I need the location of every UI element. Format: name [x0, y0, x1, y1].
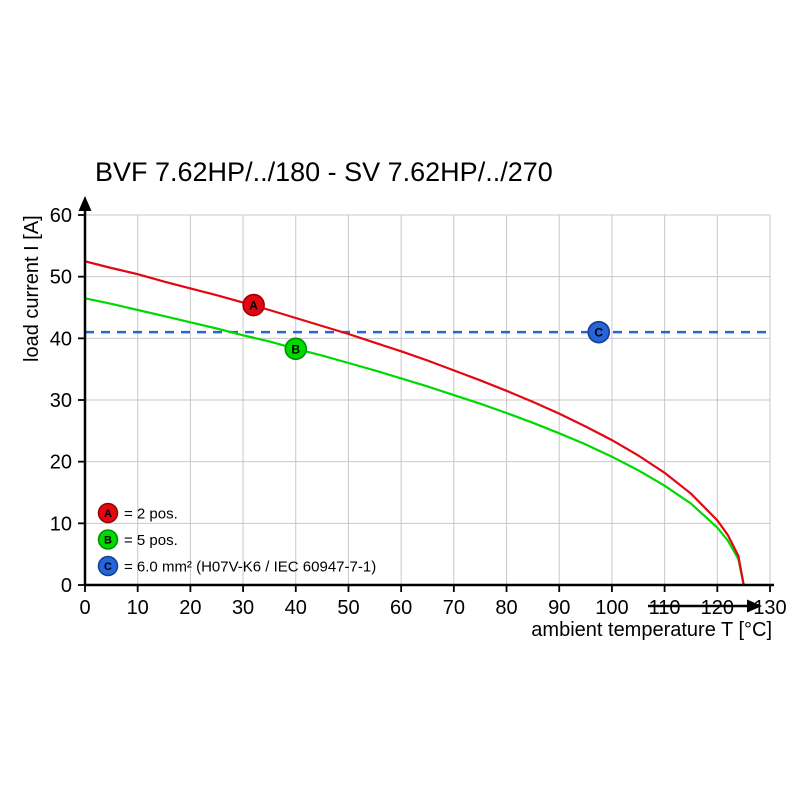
legend-label-C: = 6.0 mm² (H07V-K6 / IEC 60947-7-1): [124, 559, 376, 576]
x-tick-label: 0: [79, 597, 90, 619]
y-tick-label: 40: [50, 328, 72, 350]
x-tick-label: 30: [232, 597, 254, 619]
x-tick-label: 20: [179, 597, 201, 619]
chart-title: BVF 7.62HP/../180 - SV 7.62HP/../270: [95, 157, 553, 187]
x-tick-label: 130: [753, 597, 786, 619]
marker-letter-B: B: [291, 342, 300, 356]
x-axis-label: ambient temperature T [°C]: [531, 619, 772, 641]
y-tick-label: 20: [50, 452, 72, 474]
x-tick-label: 40: [285, 597, 307, 619]
legend-label-A: = 2 pos.: [124, 506, 178, 523]
y-tick-label: 10: [50, 513, 72, 535]
curve-B: [84, 297, 745, 586]
x-tick-label: 60: [390, 597, 412, 619]
y-tick-label: 30: [50, 390, 72, 412]
y-axis-label: load current I [A]: [21, 215, 43, 362]
legend-swatch-B: [97, 529, 119, 550]
x-tick-label: 80: [495, 597, 517, 619]
legend-swatch-C: [97, 555, 119, 577]
marker-letter-C: C: [594, 326, 603, 340]
legend-letter-A: A: [104, 508, 112, 520]
curve-A: [84, 260, 745, 586]
y-tick-label: 0: [61, 575, 72, 597]
legend-swatch-A: [97, 502, 119, 524]
legend-letter-B: B: [104, 535, 112, 547]
x-tick-label: 90: [548, 597, 570, 619]
x-tick-label: 110: [649, 597, 681, 619]
x-tick-label: 50: [337, 597, 359, 619]
legend-label-B: = 5 pos.: [124, 532, 178, 549]
x-tick-label: 100: [595, 597, 628, 619]
legend-letter-C: C: [104, 561, 112, 573]
marker-B: [284, 337, 308, 361]
plot-area: 0 10 20 30 40 50 60 70 80 90 100 110 120 130 0 10 20 30 40…: [50, 196, 787, 619]
marker-A: [242, 293, 265, 317]
marker-letter-A: A: [249, 299, 258, 313]
y-axis-arrow-icon: [78, 196, 92, 211]
x-tick-label: 120: [701, 597, 734, 619]
marker-C: [587, 320, 611, 344]
y-tick-label: 50: [50, 267, 72, 289]
x-axis-arrow-icon: [747, 599, 762, 613]
x-tick-label: 10: [127, 597, 149, 619]
y-tick-label: 60: [50, 205, 72, 227]
x-tick-label: 70: [443, 597, 465, 619]
